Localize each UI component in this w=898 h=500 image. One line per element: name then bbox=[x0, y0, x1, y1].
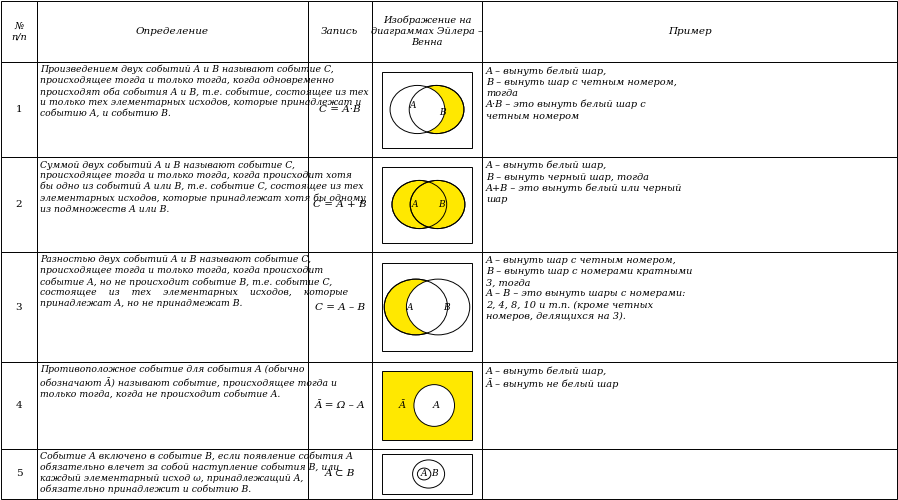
Text: A – вынуть шар с четным номером,
B – вынуть шар с номерами кратными
3, тогда
A –: A – вынуть шар с четным номером, B – вын… bbox=[486, 256, 692, 321]
Text: Запись: Запись bbox=[321, 27, 358, 36]
Bar bbox=[37, 1, 308, 62]
Text: 3: 3 bbox=[15, 302, 22, 312]
Ellipse shape bbox=[409, 86, 464, 134]
Ellipse shape bbox=[414, 384, 454, 426]
Bar bbox=[37, 449, 308, 499]
Bar bbox=[37, 362, 308, 449]
Bar bbox=[1, 1, 37, 62]
Text: Разностью двух событий A и B называют событие C,
происходящее тогда и только тог: Разностью двух событий A и B называют со… bbox=[40, 255, 348, 308]
Text: A: A bbox=[410, 101, 417, 110]
Bar bbox=[37, 62, 308, 157]
Text: 4: 4 bbox=[15, 401, 22, 410]
Bar bbox=[308, 252, 372, 362]
Bar bbox=[308, 62, 372, 157]
Bar bbox=[372, 1, 482, 62]
Bar bbox=[482, 449, 897, 499]
Bar bbox=[1, 157, 37, 252]
Bar bbox=[382, 370, 472, 440]
Bar bbox=[482, 362, 897, 449]
Bar bbox=[382, 454, 472, 494]
Text: Событие A включено в событие B, если появление события A
обязательно влечет за с: Событие A включено в событие B, если поя… bbox=[40, 452, 353, 494]
Bar bbox=[1, 449, 37, 499]
Bar bbox=[372, 362, 482, 449]
Bar bbox=[308, 449, 372, 499]
Bar bbox=[308, 157, 372, 252]
Bar bbox=[1, 62, 37, 157]
Text: Ā: Ā bbox=[399, 401, 406, 410]
Text: A – вынуть белый шар,
B – вынуть шар с четным номером,
тогда
A·B – это вынуть бе: A – вынуть белый шар, B – вынуть шар с ч… bbox=[486, 66, 677, 120]
Text: A: A bbox=[406, 302, 413, 312]
Text: Противоположное событие для события A (обычно
обозначают Ā) называют событие, пр: Противоположное событие для события A (о… bbox=[40, 365, 337, 399]
Bar bbox=[1, 362, 37, 449]
Bar bbox=[482, 62, 897, 157]
Bar bbox=[1, 252, 37, 362]
Ellipse shape bbox=[392, 180, 446, 228]
Bar bbox=[308, 1, 372, 62]
Ellipse shape bbox=[410, 180, 465, 228]
Ellipse shape bbox=[384, 279, 447, 335]
Bar bbox=[37, 157, 308, 252]
Text: A ⊂ B: A ⊂ B bbox=[325, 470, 356, 478]
Bar bbox=[382, 72, 472, 148]
Text: Изображение на
диаграммах Эйлера –
Венна: Изображение на диаграммах Эйлера – Венна bbox=[371, 16, 483, 48]
Bar bbox=[372, 62, 482, 157]
Text: B: B bbox=[443, 302, 449, 312]
Text: 2: 2 bbox=[15, 200, 22, 209]
Text: Произведением двух событий A и B называют событие C,
происходящее тогда и только: Произведением двух событий A и B называю… bbox=[40, 65, 368, 118]
Text: C = A – B: C = A – B bbox=[315, 302, 365, 312]
Text: Пример: Пример bbox=[668, 27, 711, 36]
Bar bbox=[372, 449, 482, 499]
Text: A – вынуть белый шар,
Ā – вынуть не белый шар: A – вынуть белый шар, Ā – вынуть не белы… bbox=[486, 366, 620, 389]
Bar bbox=[382, 166, 472, 242]
Text: A – вынуть белый шар,
B – вынуть черный шар, тогда
A+B – это вынуть белый или че: A – вынуть белый шар, B – вынуть черный … bbox=[486, 161, 682, 204]
Text: B: B bbox=[438, 200, 445, 209]
Ellipse shape bbox=[407, 279, 470, 335]
Text: A: A bbox=[433, 401, 440, 410]
Text: A: A bbox=[421, 470, 427, 478]
Text: №
п/п: № п/п bbox=[11, 22, 27, 42]
Ellipse shape bbox=[390, 86, 445, 134]
Bar bbox=[308, 362, 372, 449]
Bar bbox=[372, 157, 482, 252]
Bar bbox=[482, 252, 897, 362]
Text: 1: 1 bbox=[15, 105, 22, 114]
Bar bbox=[482, 157, 897, 252]
Text: C = A + B: C = A + B bbox=[313, 200, 366, 209]
Bar bbox=[372, 252, 482, 362]
Text: B: B bbox=[439, 108, 445, 116]
Bar bbox=[482, 1, 897, 62]
Bar bbox=[37, 252, 308, 362]
Text: Определение: Определение bbox=[136, 27, 209, 36]
Text: 5: 5 bbox=[15, 470, 22, 478]
Ellipse shape bbox=[412, 460, 445, 488]
Text: A: A bbox=[412, 200, 418, 209]
Text: Ā = Ω – A: Ā = Ω – A bbox=[314, 401, 365, 410]
Text: B: B bbox=[431, 470, 438, 478]
Text: C = A·B: C = A·B bbox=[319, 105, 361, 114]
Bar bbox=[382, 263, 472, 351]
Text: Суммой двух событий A и B называют событие C,
происходящее тогда и только тогда,: Суммой двух событий A и B называют событ… bbox=[40, 160, 365, 214]
Ellipse shape bbox=[418, 468, 431, 480]
